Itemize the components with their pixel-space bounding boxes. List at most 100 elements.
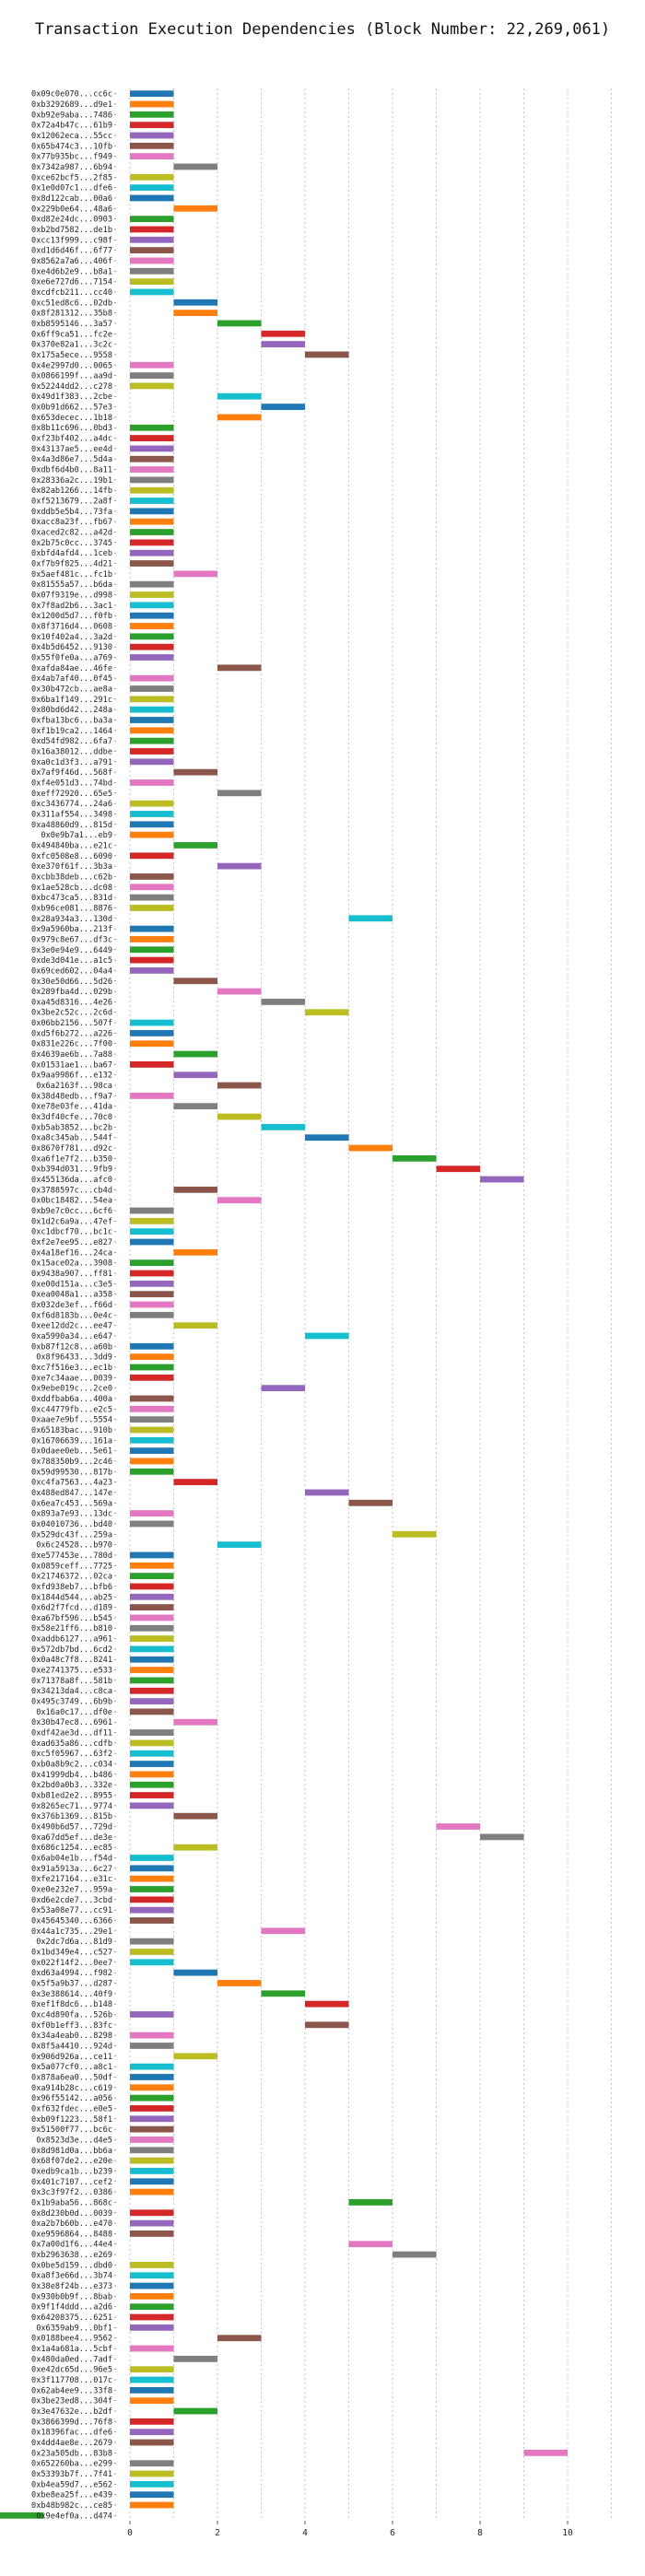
tx-hash-label: 0xacc8a23f...fb67	[31, 518, 112, 527]
tx-hash-label: 0x8670f781...d92c	[31, 1144, 112, 1153]
tx-hash-label: 0x3788597c...cb4d	[31, 1186, 112, 1195]
tx-bar	[305, 1332, 349, 1340]
tx-hash-label: 0xbfd4afd4...1ceb	[31, 549, 112, 558]
tx-bar	[130, 216, 174, 223]
tx-bar	[173, 978, 217, 985]
tx-bar	[130, 549, 174, 556]
tx-bar	[130, 1687, 174, 1694]
tx-hash-label: 0xf0b1eff3...83fc	[31, 2021, 112, 2031]
tx-bar	[130, 1906, 174, 1914]
tx-hash-label: 0x80bd6d42...248a	[31, 706, 112, 715]
tx-hash-label: 0x022f14f2...0ee7	[31, 1959, 112, 1968]
tx-hash-label: 0x53a08e77...cc91	[31, 1906, 112, 1915]
tx-hash-label: 0x3e388614...40f9	[31, 1990, 112, 1999]
tx-bar	[130, 1207, 174, 1214]
tx-hash-label: 0x8b11c696...0bd3	[31, 424, 112, 433]
tx-hash-label: 0x4a3d86e7...5d4a	[31, 455, 112, 464]
tx-hash-label: 0xd5f6b272...a226	[31, 1029, 112, 1038]
tx-bar	[130, 2219, 174, 2227]
tx-bar	[173, 310, 217, 317]
tx-hash-label: 0xddfbab6a...400a	[31, 1395, 112, 1404]
tx-bar	[130, 132, 174, 139]
tx-hash-label: 0x0a48c7f8...8241	[31, 1656, 112, 1665]
tx-bar	[130, 2491, 174, 2499]
tx-hash-label: 0x1bd349e4...c527	[31, 1948, 112, 1957]
tx-bar	[130, 811, 174, 817]
tx-hash-label: 0xd63a4994...f982	[31, 1969, 112, 1978]
tx-bar	[130, 2501, 174, 2509]
tx-bar	[130, 696, 174, 703]
tx-bar	[348, 915, 393, 922]
tx-bar	[130, 1520, 174, 1528]
tx-hash-label: 0x6359ab9...0bf1	[36, 2324, 112, 2333]
tx-hash-label: 0xfc0508e8...6090	[31, 852, 112, 861]
tx-hash-label: 0xb4ea59d7...e562	[31, 2480, 112, 2489]
tx-hash-label: 0x0859ceff...7725	[31, 1562, 112, 1571]
tx-hash-label: 0x4b5d6452...9130	[31, 643, 112, 652]
tx-bar	[130, 2043, 174, 2049]
tx-bar	[130, 1238, 174, 1246]
tx-hash-label: 0x8265ec71...9774	[31, 1802, 112, 1811]
tx-hash-label: 0x44a1c735...29e1	[31, 1927, 112, 1937]
tx-bar	[173, 2053, 217, 2060]
tx-bar	[130, 267, 174, 275]
tx-hash-label: 0x43137ae5...ee4d	[31, 445, 112, 454]
tx-hash-label: 0x2b75c0cc...3745	[31, 539, 112, 548]
tx-hash-label: 0xfe217164...e31c	[31, 1875, 112, 1884]
tx-bar	[130, 2137, 174, 2143]
tx-hash-label: 0xfba13bc6...ba3a	[31, 716, 112, 725]
tx-bar	[173, 205, 217, 212]
tx-bar	[130, 2418, 174, 2425]
tx-bar	[217, 664, 262, 672]
tx-hash-label: 0xd82e24dc...0903	[31, 216, 112, 225]
tx-bar	[130, 1855, 174, 1861]
tx-bar	[173, 1718, 217, 1726]
tx-bar	[130, 925, 174, 932]
x-tick-label: 2	[215, 2528, 220, 2538]
tx-hash-label: 0x55f0fe0a...a769	[31, 654, 112, 663]
tx-hash-label: 0x1e0d07c1...dfe6	[31, 184, 112, 193]
tx-bar	[130, 2272, 174, 2279]
tx-hash-label: 0x23a505db...83b8	[31, 2449, 112, 2458]
tx-hash-label: 0x38e8f24b...e373	[31, 2282, 112, 2291]
tx-bar	[130, 623, 174, 629]
tx-hash-label: 0x529dc43f...259a	[31, 1530, 112, 1540]
tx-bar	[130, 831, 174, 838]
tx-hash-label: 0x1b9aba56...868c	[31, 2198, 112, 2207]
tx-hash-label: 0x28336a2c...19b1	[31, 476, 112, 486]
tx-bar	[130, 654, 174, 661]
tx-hash-label: 0x686c1254...ec85	[31, 1844, 112, 1853]
tx-hash-label: 0x07f9319e...d998	[31, 591, 112, 601]
tx-bar	[130, 1917, 174, 1924]
tx-bar	[130, 1614, 174, 1622]
tx-bar	[261, 341, 305, 347]
tx-bar	[130, 2429, 174, 2436]
tx-hash-label: 0xedb9ca1b...b239	[31, 2167, 112, 2176]
tx-hash-label: 0x3e47632e...b2df	[31, 2407, 112, 2417]
tx-bar	[173, 2407, 217, 2415]
tx-hash-label: 0x3f117708...017c	[31, 2376, 112, 2385]
tx-bar	[130, 852, 174, 860]
tx-hash-label: 0x7342a987...6b94	[31, 163, 112, 172]
tx-hash-label: 0x65183bac...910b	[31, 1426, 112, 1435]
tx-bar	[480, 1176, 524, 1183]
tx-hash-label: 0x01531ae1...ba67	[31, 1060, 112, 1070]
tx-bar	[173, 1186, 217, 1193]
tx-hash-label: 0xddb5e5b4...73fa	[31, 508, 112, 517]
tx-hash-label: 0xb96ce081...8876	[31, 904, 112, 913]
tx-hash-label: 0xa8f3e66d...3b74	[31, 2272, 112, 2281]
tx-hash-label: 0xa67dd5ef...de3e	[31, 1833, 112, 1843]
grid-lines	[129, 88, 612, 2521]
tx-hash-label: 0xe0e232e7...959a	[31, 1886, 112, 1895]
tx-bar	[130, 800, 174, 807]
tx-bar	[130, 685, 174, 692]
tx-hash-label: 0x77b935bc...f949	[31, 153, 112, 162]
tx-bar	[130, 2125, 174, 2133]
tx-bar	[130, 2188, 174, 2195]
tx-bar	[130, 821, 174, 828]
tx-hash-label: 0x82ab1266...14fb	[31, 486, 112, 496]
tx-hash-label: 0xcbb38deb...c62b	[31, 872, 112, 882]
tx-hash-label: 0xe2741375...e533	[31, 1667, 112, 1676]
tx-bar	[130, 2063, 174, 2070]
tx-bar	[130, 111, 174, 118]
